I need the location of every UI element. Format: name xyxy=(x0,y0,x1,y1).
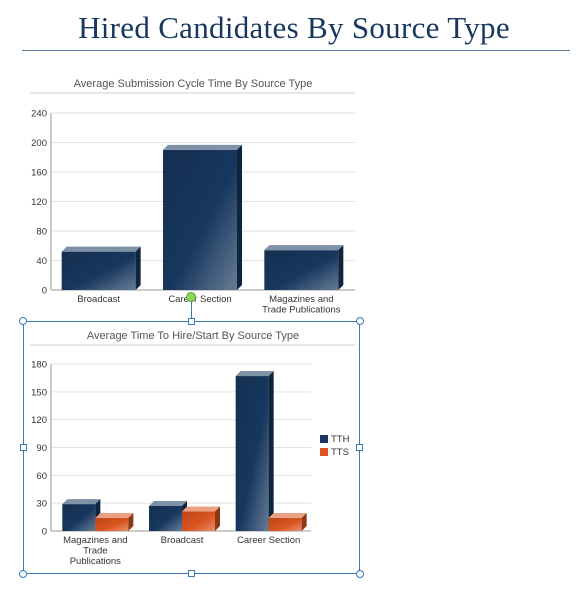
bar-side xyxy=(215,506,220,531)
resize-handle-bottom-right[interactable] xyxy=(356,570,364,578)
submission-cycle-time-chart[interactable]: Average Submission Cycle Time By Source … xyxy=(0,0,588,320)
bar-top xyxy=(182,506,220,512)
resize-handle-left[interactable] xyxy=(20,444,27,451)
bar-top xyxy=(62,499,101,505)
bar xyxy=(62,499,101,531)
rotate-handle[interactable] xyxy=(186,292,196,302)
x-category-label: Trade Publications xyxy=(262,305,341,316)
resize-handle-right[interactable] xyxy=(356,444,363,451)
bar-front xyxy=(149,505,182,531)
x-category-label: Trade xyxy=(83,546,107,557)
legend-label: TTH xyxy=(331,434,350,445)
bar-side xyxy=(128,513,134,531)
bar-top xyxy=(264,245,344,251)
x-category-label: Magazines and xyxy=(63,535,127,546)
y-tick-label: 120 xyxy=(31,197,47,208)
y-tick-label: 200 xyxy=(31,138,47,149)
bar-side xyxy=(338,245,344,290)
x-category-label: Magazines and xyxy=(269,294,333,305)
legend-label: TTS xyxy=(331,447,349,458)
y-tick-label: 30 xyxy=(36,499,47,510)
bar-front xyxy=(268,518,302,531)
y-tick-label: 180 xyxy=(31,360,47,371)
bar xyxy=(182,506,220,531)
resize-handle-top[interactable] xyxy=(188,318,195,325)
resize-handle-top-right[interactable] xyxy=(356,317,364,325)
bar-top xyxy=(163,144,242,150)
chart-title: Average Time To Hire/Start By Source Typ… xyxy=(87,330,299,342)
resize-handle-top-left[interactable] xyxy=(19,317,27,325)
y-tick-label: 90 xyxy=(36,443,47,454)
y-tick-label: 240 xyxy=(31,109,47,120)
bar xyxy=(264,245,344,290)
y-tick-label: 80 xyxy=(36,227,47,238)
bar-side xyxy=(268,371,274,531)
bar xyxy=(95,513,134,531)
y-tick-label: 40 xyxy=(36,256,47,267)
bar-front xyxy=(264,250,339,290)
bar-side xyxy=(135,246,141,290)
bar-front xyxy=(61,251,136,290)
legend-swatch xyxy=(320,435,328,443)
x-category-label: Broadcast xyxy=(161,535,204,546)
bar xyxy=(268,513,307,531)
y-tick-label: 0 xyxy=(42,527,47,538)
bar-front xyxy=(235,376,269,531)
x-category-label: Career Section xyxy=(168,294,231,305)
chart-title: Average Submission Cycle Time By Source … xyxy=(74,78,313,90)
bar xyxy=(149,500,187,531)
bar-top xyxy=(95,513,134,519)
bar-front xyxy=(95,518,129,531)
x-category-label: Career Section xyxy=(237,535,300,546)
bar-side xyxy=(237,144,242,290)
bar-front xyxy=(163,149,237,290)
bar-top xyxy=(61,246,141,252)
bar xyxy=(61,246,141,290)
x-category-label: Broadcast xyxy=(77,294,120,305)
title-divider xyxy=(22,50,570,51)
y-tick-label: 60 xyxy=(36,471,47,482)
y-tick-label: 120 xyxy=(31,415,47,426)
bar-top xyxy=(149,500,187,506)
bar-side xyxy=(301,513,307,531)
page-title: Hired Candidates By Source Type xyxy=(78,10,510,45)
bar-top xyxy=(268,513,307,519)
legend-swatch xyxy=(320,448,328,456)
bar-top xyxy=(235,371,274,377)
y-tick-label: 0 xyxy=(42,286,47,297)
resize-handle-bottom[interactable] xyxy=(188,570,195,577)
bar xyxy=(235,371,274,531)
x-category-label: Publications xyxy=(70,556,121,567)
rotate-handle-stem xyxy=(191,302,192,318)
bar-front xyxy=(62,504,96,531)
bar-front xyxy=(182,511,215,531)
y-tick-label: 160 xyxy=(31,168,47,179)
y-tick-label: 150 xyxy=(31,387,47,398)
bar xyxy=(163,144,242,290)
resize-handle-bottom-left[interactable] xyxy=(19,570,27,578)
